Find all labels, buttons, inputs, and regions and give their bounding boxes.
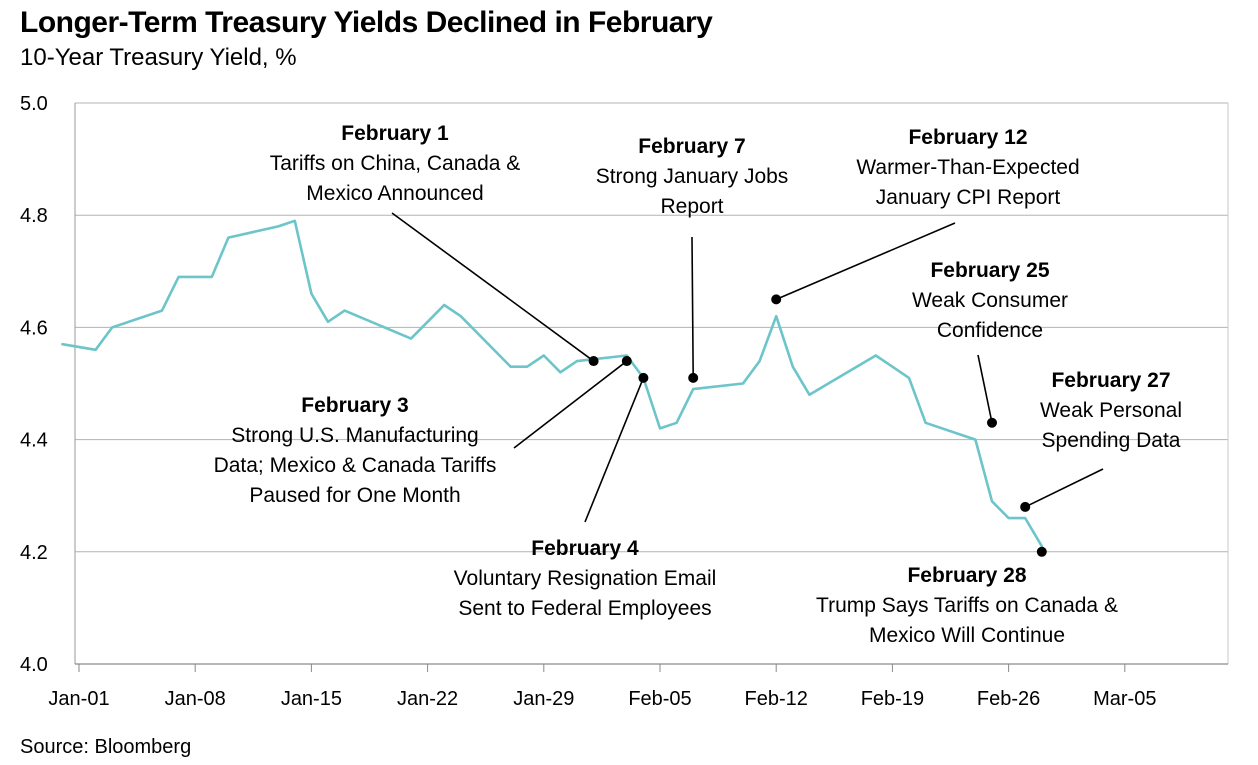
- annotation-leader-line: [775, 222, 956, 301]
- annotation-text: Trump Says Tariffs on Canada &: [816, 594, 1118, 617]
- annotation-text: Strong January Jobs: [596, 165, 789, 188]
- annotation-date: February 3: [301, 394, 408, 417]
- y-tick-label: 4.4: [20, 430, 48, 452]
- annotation-marker: [987, 417, 997, 428]
- annotation-marker: [1020, 501, 1031, 512]
- annotation-leader-line: [513, 360, 628, 449]
- yield-series-line: [61, 219, 1044, 548]
- annotation-text: January CPI Report: [876, 186, 1061, 209]
- x-tick-label: Feb-26: [977, 688, 1040, 710]
- x-tick-label: Mar-05: [1093, 688, 1156, 710]
- annotation-marker: [588, 356, 599, 367]
- y-tick-label: 4.0: [20, 654, 48, 676]
- y-tick-label: 5.0: [20, 93, 48, 115]
- y-tick-label: 4.2: [20, 542, 48, 564]
- annotation-text: Strong U.S. Manufacturing: [231, 424, 478, 447]
- annotation-text: Voluntary Resignation Email: [454, 567, 717, 590]
- source-note: Source: Bloomberg: [20, 736, 192, 758]
- annotation-text: Sent to Federal Employees: [458, 597, 711, 620]
- y-tick-label: 4.8: [20, 205, 48, 227]
- x-tick-label: Feb-12: [745, 688, 808, 710]
- annotation-date: February 28: [907, 564, 1026, 587]
- annotation-date: February 27: [1051, 369, 1170, 392]
- annotation-leader-line: [391, 212, 595, 362]
- annotation-text: Confidence: [937, 319, 1043, 342]
- annotation-leader-line: [691, 236, 694, 378]
- x-tick-label: Feb-19: [861, 688, 924, 710]
- chart-subtitle: 10-Year Treasury Yield, %: [20, 44, 297, 71]
- annotation-text: Warmer-Than-Expected: [856, 156, 1079, 179]
- annotation-marker: [638, 372, 649, 383]
- annotation-text: Tariffs on China, Canada &: [270, 152, 521, 175]
- annotation-date: February 4: [531, 537, 639, 560]
- x-tick-label: Feb-05: [628, 688, 691, 710]
- annotation-text: Weak Personal: [1040, 399, 1182, 422]
- annotation-text: Data; Mexico & Canada Tariffs: [214, 454, 497, 477]
- annotation-marker: [1036, 546, 1047, 557]
- x-tick-label: Jan-22: [397, 688, 458, 710]
- x-tick-label: Jan-29: [513, 688, 574, 710]
- annotation-date: February 1: [341, 122, 449, 145]
- annotation-text: Report: [660, 195, 723, 218]
- annotation-text: Weak Consumer: [912, 289, 1068, 312]
- annotation-text: Spending Data: [1042, 429, 1181, 452]
- x-tick-label: Jan-15: [281, 688, 342, 710]
- annotation-text: Mexico Announced: [306, 182, 483, 205]
- x-tick-label: Jan-01: [48, 688, 109, 710]
- annotation-leader-line: [977, 354, 993, 423]
- x-tick-label: Jan-08: [165, 688, 226, 710]
- annotation-date: February 12: [908, 126, 1027, 149]
- chart-title: Longer-Term Treasury Yields Declined in …: [20, 6, 713, 39]
- annotation-leader-line: [584, 377, 645, 523]
- annotation-marker: [621, 356, 632, 367]
- annotation-marker: [771, 294, 782, 305]
- annotation-leader-line: [1024, 468, 1104, 508]
- annotation-date: February 7: [638, 135, 745, 158]
- annotation-text: Mexico Will Continue: [869, 624, 1065, 647]
- annotation-text: Paused for One Month: [249, 484, 460, 507]
- annotation-marker: [688, 372, 699, 383]
- annotation-date: February 25: [930, 259, 1049, 282]
- y-tick-label: 4.6: [20, 317, 48, 339]
